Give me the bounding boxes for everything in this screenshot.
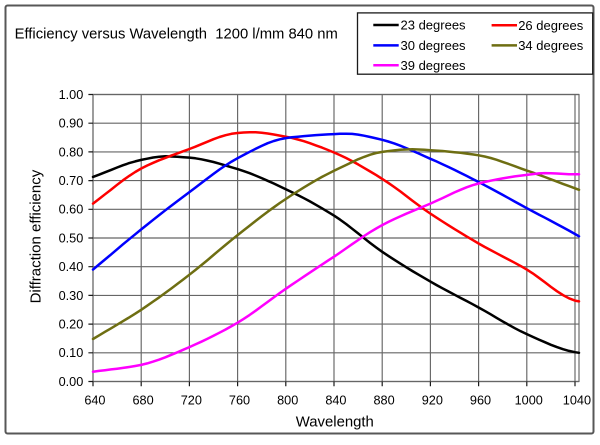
- svg-text:39 degrees: 39 degrees: [401, 58, 467, 73]
- svg-text:Wavelength: Wavelength: [296, 414, 374, 430]
- svg-text:0.20: 0.20: [59, 318, 84, 332]
- svg-text:760: 760: [229, 394, 250, 408]
- svg-text:640: 640: [84, 394, 105, 408]
- svg-text:1.00: 1.00: [59, 88, 84, 102]
- svg-text:960: 960: [470, 394, 491, 408]
- svg-text:0.70: 0.70: [59, 174, 84, 188]
- svg-text:0.30: 0.30: [59, 289, 84, 303]
- svg-text:Efficiency versus Wavelength: Efficiency versus Wavelength 1200 l/mm 8…: [15, 26, 338, 42]
- svg-text:34 degrees: 34 degrees: [518, 38, 584, 53]
- svg-text:0.90: 0.90: [59, 117, 84, 131]
- svg-text:Diffraction efficiency: Diffraction efficiency: [27, 169, 44, 303]
- svg-text:23 degrees: 23 degrees: [401, 18, 467, 33]
- svg-text:0.10: 0.10: [59, 346, 84, 360]
- svg-text:840: 840: [325, 394, 346, 408]
- svg-text:30 degrees: 30 degrees: [401, 38, 467, 53]
- svg-text:880: 880: [374, 394, 395, 408]
- svg-text:26 degrees: 26 degrees: [518, 18, 584, 33]
- svg-text:800: 800: [277, 394, 298, 408]
- svg-text:680: 680: [133, 394, 154, 408]
- svg-text:720: 720: [181, 394, 202, 408]
- svg-text:1040: 1040: [563, 394, 591, 408]
- svg-text:0.80: 0.80: [59, 145, 84, 159]
- svg-text:1000: 1000: [515, 394, 543, 408]
- svg-text:0.60: 0.60: [59, 203, 84, 217]
- svg-text:0.50: 0.50: [59, 231, 84, 245]
- svg-text:0.40: 0.40: [59, 260, 84, 274]
- svg-text:0.00: 0.00: [59, 375, 84, 389]
- svg-text:920: 920: [422, 394, 443, 408]
